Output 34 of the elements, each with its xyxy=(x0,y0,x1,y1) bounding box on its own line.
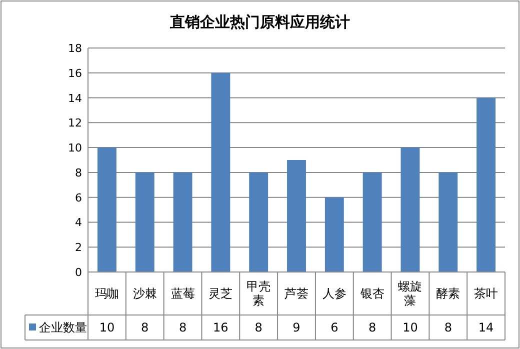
data-label: 14 xyxy=(478,320,494,334)
data-label: 16 xyxy=(213,320,228,334)
legend: 企业数量 xyxy=(39,320,87,334)
data-label: 9 xyxy=(292,320,300,334)
data-label: 8 xyxy=(254,320,262,334)
data-label: 8 xyxy=(368,320,376,334)
xtick: 酵素 xyxy=(436,286,460,300)
ytick: 0 xyxy=(75,266,82,279)
data-label: 10 xyxy=(402,320,418,334)
ytick: 14 xyxy=(68,92,82,105)
ytick: 4 xyxy=(75,216,82,230)
ytick: 8 xyxy=(75,166,82,180)
ytick: 12 xyxy=(68,116,82,130)
xtick: 茶叶 xyxy=(474,286,498,300)
xtick: 芦荟 xyxy=(284,286,308,300)
data-label: 6 xyxy=(330,320,338,334)
xtick: 甲壳素 xyxy=(246,280,271,308)
xtick: 螺旋藻 xyxy=(398,280,422,308)
ytick: 18 xyxy=(68,42,82,55)
xtick: 银杏 xyxy=(360,286,384,300)
ytick: 16 xyxy=(68,66,82,80)
ytick: 6 xyxy=(75,191,82,204)
data-label: 8 xyxy=(444,320,452,334)
xtick: 玛咖 xyxy=(94,286,119,300)
xtick: 灵芝 xyxy=(208,286,233,300)
ytick: 10 xyxy=(68,142,82,155)
data-label: 10 xyxy=(99,320,115,334)
title: 直销企业热门原料应用统计 xyxy=(170,13,350,31)
xtick: 人参 xyxy=(322,286,346,300)
data-label: 8 xyxy=(141,320,149,334)
xtick: 沙棘 xyxy=(132,286,157,300)
xtick: 蓝莓 xyxy=(170,286,195,300)
ytick: 2 xyxy=(75,241,82,254)
data-label: 8 xyxy=(178,320,187,334)
